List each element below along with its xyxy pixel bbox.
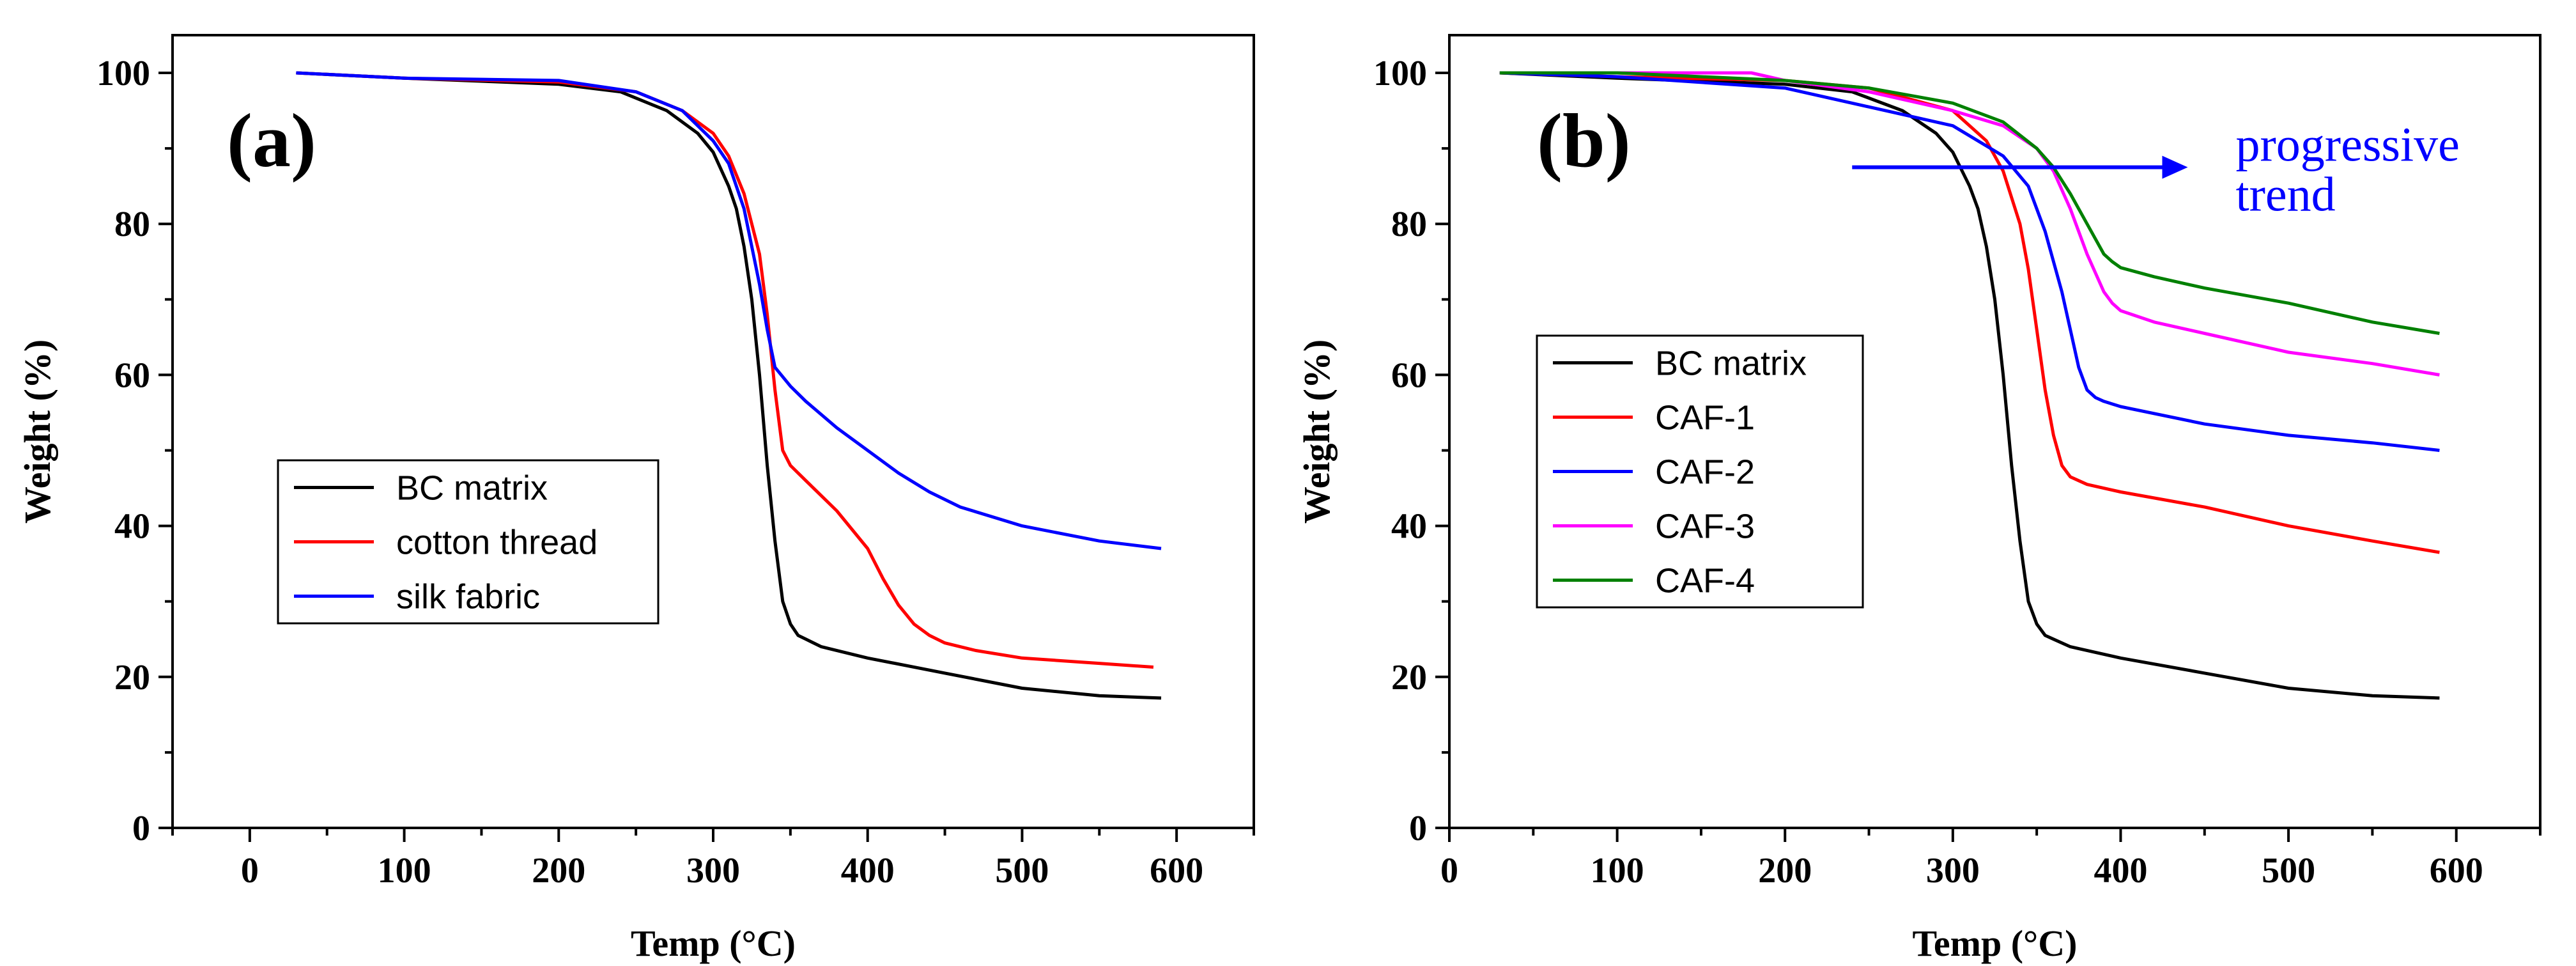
y-tick-label: 80 [114,205,150,244]
y-tick-label: 20 [1391,658,1427,697]
series-line-caf-2 [1499,71,2440,452]
trend-arrow-head [2162,155,2188,179]
legend-label: BC matrix [1655,345,1807,383]
x-tick-label: 400 [2094,851,2147,891]
series-line-silk-fabric [296,71,1162,550]
x-tick-label: 100 [378,851,431,891]
legend-label: silk fabric [396,578,540,616]
x-tick-label: 600 [2430,851,2483,891]
x-tick-label: 0 [241,851,259,891]
chart-panel-a: 0 100 200 300 400 500 600 0 20 40 60 80 100 Temp (°C)… [17,34,1255,964]
y-tick-label: 0 [132,809,150,848]
x-tick-label: 300 [1926,851,1980,891]
annotation-text: progressive [2236,118,2460,172]
x-tick-label: 0 [1440,851,1458,891]
panel-label: (b) [1537,98,1631,183]
y-axis-title: Weight (%) [1296,339,1338,524]
y-tick-label: 20 [114,658,150,697]
y-tick-label: 80 [1391,205,1427,244]
y-tick-label: 60 [114,355,150,395]
panel-label: (a) [227,98,316,183]
x-tick-label: 300 [686,851,740,891]
legend-label: CAF-2 [1655,453,1755,492]
x-tick-label: 200 [532,851,585,891]
y-axis-title: Weight (%) [17,339,58,524]
annotation-text: trend [2236,168,2336,222]
x-tick-label: 100 [1591,851,1644,891]
y-tick-label: 60 [1391,355,1427,395]
series-line-caf-4 [1499,71,2440,335]
y-tick-label: 100 [1373,54,1427,93]
x-tick-label: 500 [2262,851,2315,891]
legend-label: CAF-1 [1655,399,1755,437]
x-tick-label: 400 [841,851,895,891]
x-axis-title: Temp (°C) [631,923,796,964]
series-line-caf-1 [1499,71,2440,554]
legend-label: CAF-3 [1655,508,1755,546]
legend-label: CAF-4 [1655,562,1755,600]
x-tick-label: 200 [1758,851,1812,891]
x-tick-label: 500 [995,851,1049,891]
y-tick-label: 100 [96,54,150,93]
legend-label: cotton thread [396,524,598,562]
y-tick-label: 0 [1409,809,1427,848]
series-line-bc-matrix [296,71,1162,700]
legend-label: BC matrix [396,469,548,508]
plot-frame [1448,34,2541,829]
y-tick-label: 40 [114,507,150,547]
chart-panel-b: 0 100 200 300 400 500 600 0 20 40 60 80 100 Temp (°C)… [1296,34,2541,964]
series-line-bc-matrix [1499,71,2440,700]
x-tick-label: 600 [1150,851,1203,891]
x-axis-title: Temp (°C) [1913,923,2078,964]
y-tick-label: 40 [1391,507,1427,547]
